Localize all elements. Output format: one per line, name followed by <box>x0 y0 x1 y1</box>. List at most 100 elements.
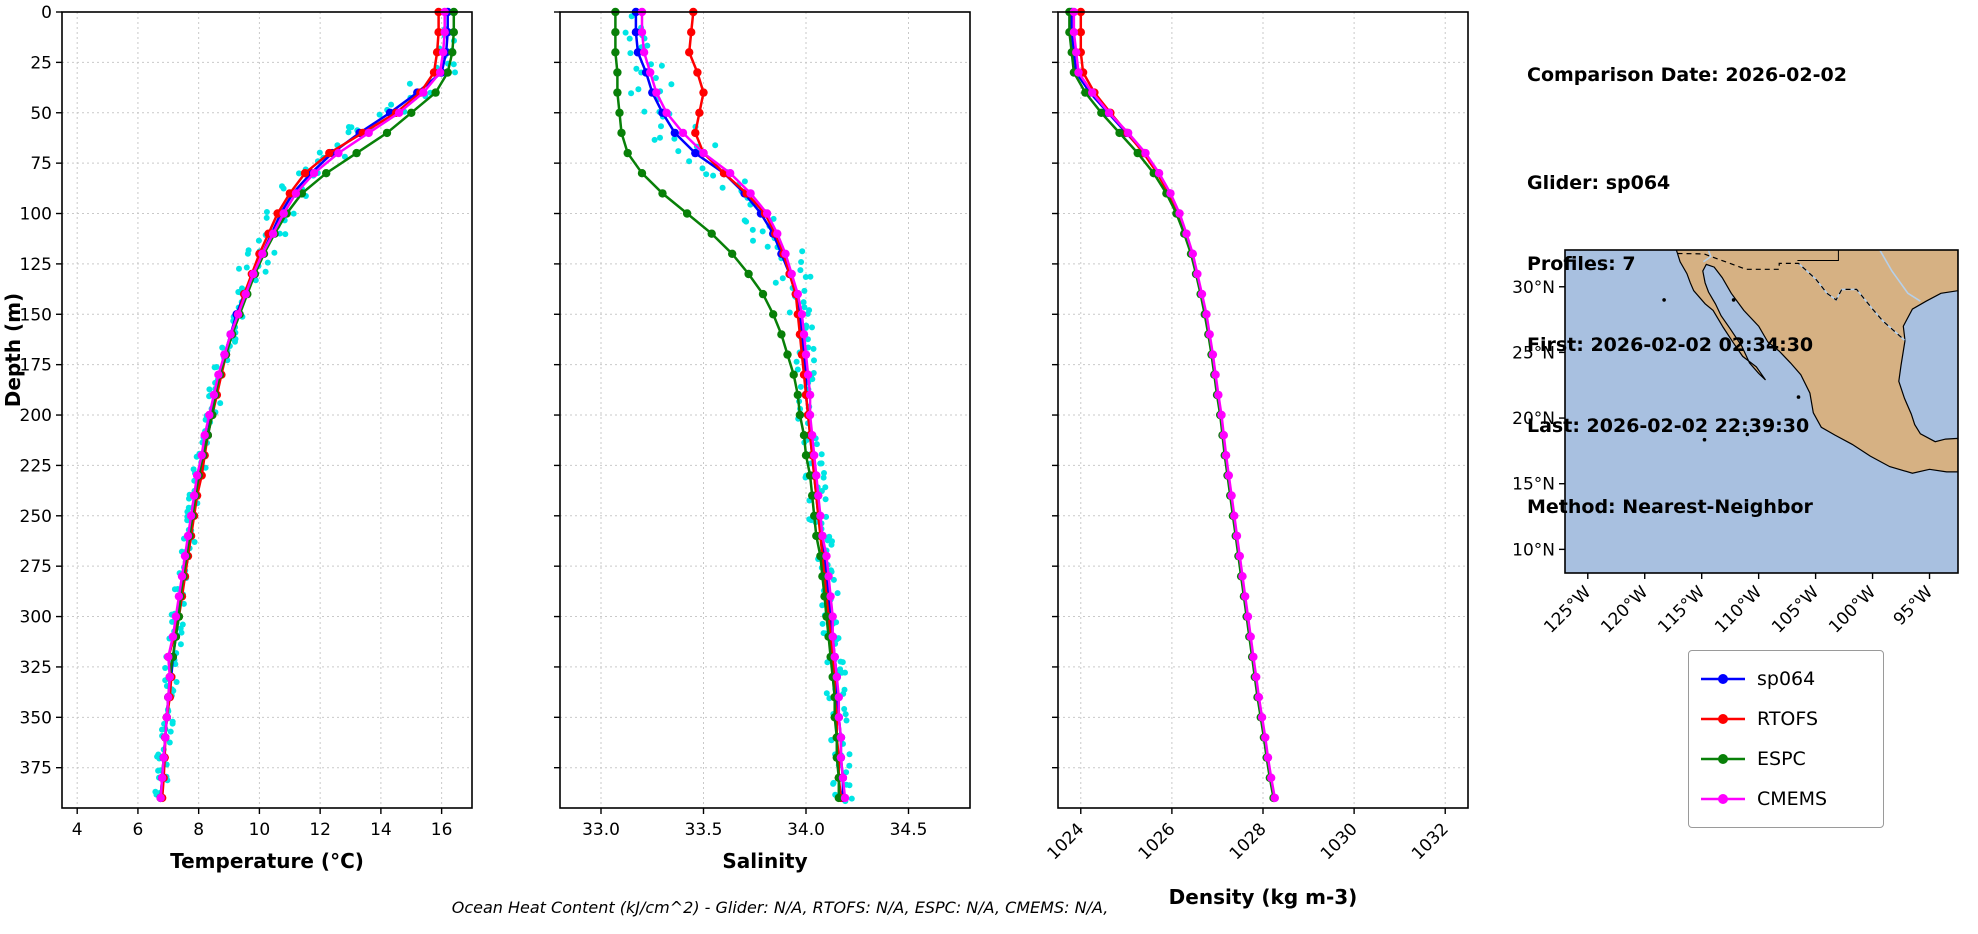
raw-glider-point <box>810 370 817 376</box>
ocean-heat-content-caption: Ocean Heat Content (kJ/cm^2) - Glider: N… <box>451 898 1109 917</box>
map-island <box>1796 395 1801 399</box>
salinity-axis-label: Salinity <box>722 849 807 873</box>
series-marker-CMEMS <box>249 269 258 279</box>
series-marker-ESPC <box>617 128 626 138</box>
series-marker-CMEMS <box>726 169 735 178</box>
depth-tick-label: 150 <box>20 305 52 325</box>
series-marker-CMEMS <box>1141 148 1150 158</box>
map-state-border <box>1797 250 1839 261</box>
series-marker-CMEMS <box>226 330 235 339</box>
series-marker-ESPC <box>637 169 647 178</box>
legend: sp064 RTOFS ESPC CMEMS <box>1688 650 1884 828</box>
raw-glider-point <box>703 171 710 178</box>
series-marker-RTOFS <box>429 68 439 77</box>
depth-tick-label: 125 <box>20 255 52 275</box>
series-line-sp064-temperature <box>159 12 449 798</box>
raw-glider-point <box>813 441 820 448</box>
series-marker-CMEMS <box>1175 209 1184 218</box>
raw-glider-point <box>388 101 395 108</box>
series-marker-CMEMS <box>773 229 782 238</box>
series-marker-CMEMS <box>1208 350 1218 359</box>
series-marker-CMEMS <box>1221 451 1231 460</box>
temperature-panel: 4 6 8 10 12 14 16 0 25 50 75 100 125 150 175 200 225 250 2… <box>20 3 473 873</box>
raw-glider-point <box>819 602 826 609</box>
raw-glider-point <box>741 178 748 185</box>
depth-tick-label: 100 <box>20 205 52 225</box>
series-marker-ESPC <box>812 531 821 541</box>
series-marker-RTOFS <box>691 128 700 138</box>
map-lon-label: 105°W <box>1768 582 1823 637</box>
x-tick-label: 1030 <box>1317 819 1362 864</box>
depth-tick-label: 0 <box>41 3 52 23</box>
raw-glider-point <box>770 215 777 222</box>
raw-glider-point <box>830 576 837 583</box>
series-marker-CMEMS <box>171 612 181 621</box>
series-marker-CMEMS <box>830 652 839 662</box>
series-marker-CMEMS <box>816 511 825 520</box>
depth-tick-label: 350 <box>20 708 52 728</box>
series-marker-CMEMS <box>1072 48 1081 57</box>
raw-glider-point <box>244 250 251 257</box>
series-marker-CMEMS <box>183 531 193 541</box>
depth-tick-label: 75 <box>30 154 52 174</box>
legend-item-RTOFS: RTOFS <box>1699 699 1873 739</box>
series-marker-CMEMS <box>189 491 199 500</box>
depth-tick-label: 225 <box>20 456 52 476</box>
series-line-sp064-salinity <box>634 12 845 798</box>
series-marker-CMEMS <box>1211 370 1220 379</box>
legend-item-CMEMS: CMEMS <box>1699 779 1873 819</box>
series-marker-ESPC <box>777 330 786 339</box>
raw-glider-point <box>376 111 383 118</box>
raw-glider-point <box>635 86 642 93</box>
series-marker-CMEMS <box>1252 672 1261 682</box>
series-line-CMEMS-density <box>1072 12 1277 799</box>
series-marker-CMEMS <box>832 672 841 682</box>
series-marker-ESPC <box>407 108 416 118</box>
raw-glider-point <box>622 29 629 36</box>
series-marker-CMEMS <box>1224 471 1234 480</box>
series-marker-CMEMS <box>793 289 802 299</box>
map-lon-label: 95°W <box>1890 582 1937 629</box>
raw-glider-point <box>633 65 640 72</box>
series-marker-CMEMS <box>156 793 165 803</box>
raw-glider-point <box>296 170 302 177</box>
raw-glider-point <box>759 228 766 235</box>
series-marker-ESPC <box>789 370 798 379</box>
series-marker-CMEMS <box>699 148 708 158</box>
raw-glider-point <box>316 149 323 156</box>
map-lat-label: 30°N <box>1512 278 1555 298</box>
series-marker-CMEMS <box>836 733 846 742</box>
raw-glider-point <box>824 537 831 544</box>
raw-glider-point <box>846 762 853 769</box>
series-marker-CMEMS <box>834 713 843 722</box>
legend-item-sp064: sp064 <box>1699 659 1873 699</box>
series-marker-CMEMS <box>1074 68 1083 77</box>
series-marker-CMEMS <box>1214 390 1223 400</box>
series-marker-RTOFS <box>699 88 708 97</box>
depth-tick-label: 250 <box>20 507 52 527</box>
series-marker-ESPC <box>382 128 392 138</box>
map-island <box>1662 298 1666 302</box>
series-marker-CMEMS <box>1124 128 1133 138</box>
x-tick-label: 16 <box>431 820 453 840</box>
temperature-axis-label: Temperature (°C) <box>170 849 364 873</box>
series-marker-CMEMS <box>1232 531 1242 541</box>
map-lat-label: 25°N <box>1512 343 1555 363</box>
series-marker-CMEMS <box>1241 592 1250 601</box>
x-tick-label: 1032 <box>1408 819 1453 864</box>
density-axis-label: Density (kg m-3) <box>1169 885 1358 909</box>
series-marker-ESPC <box>613 88 622 97</box>
series-marker-RTOFS <box>687 28 696 37</box>
last-profile-time-text: Last: 2026-02-02 22:39:30 <box>1527 415 1810 437</box>
raw-glider-point <box>263 214 270 221</box>
depth-tick-label: 325 <box>20 658 52 678</box>
series-marker-CMEMS <box>652 88 661 97</box>
raw-glider-point <box>821 470 827 476</box>
raw-glider-point <box>341 153 348 160</box>
x-tick-label: 1026 <box>1135 819 1180 864</box>
series-marker-CMEMS <box>1069 28 1079 37</box>
series-marker-ESPC <box>820 592 829 601</box>
x-tick-label: 33.0 <box>582 820 620 840</box>
series-marker-RTOFS <box>693 68 702 77</box>
raw-glider-point <box>828 737 835 743</box>
